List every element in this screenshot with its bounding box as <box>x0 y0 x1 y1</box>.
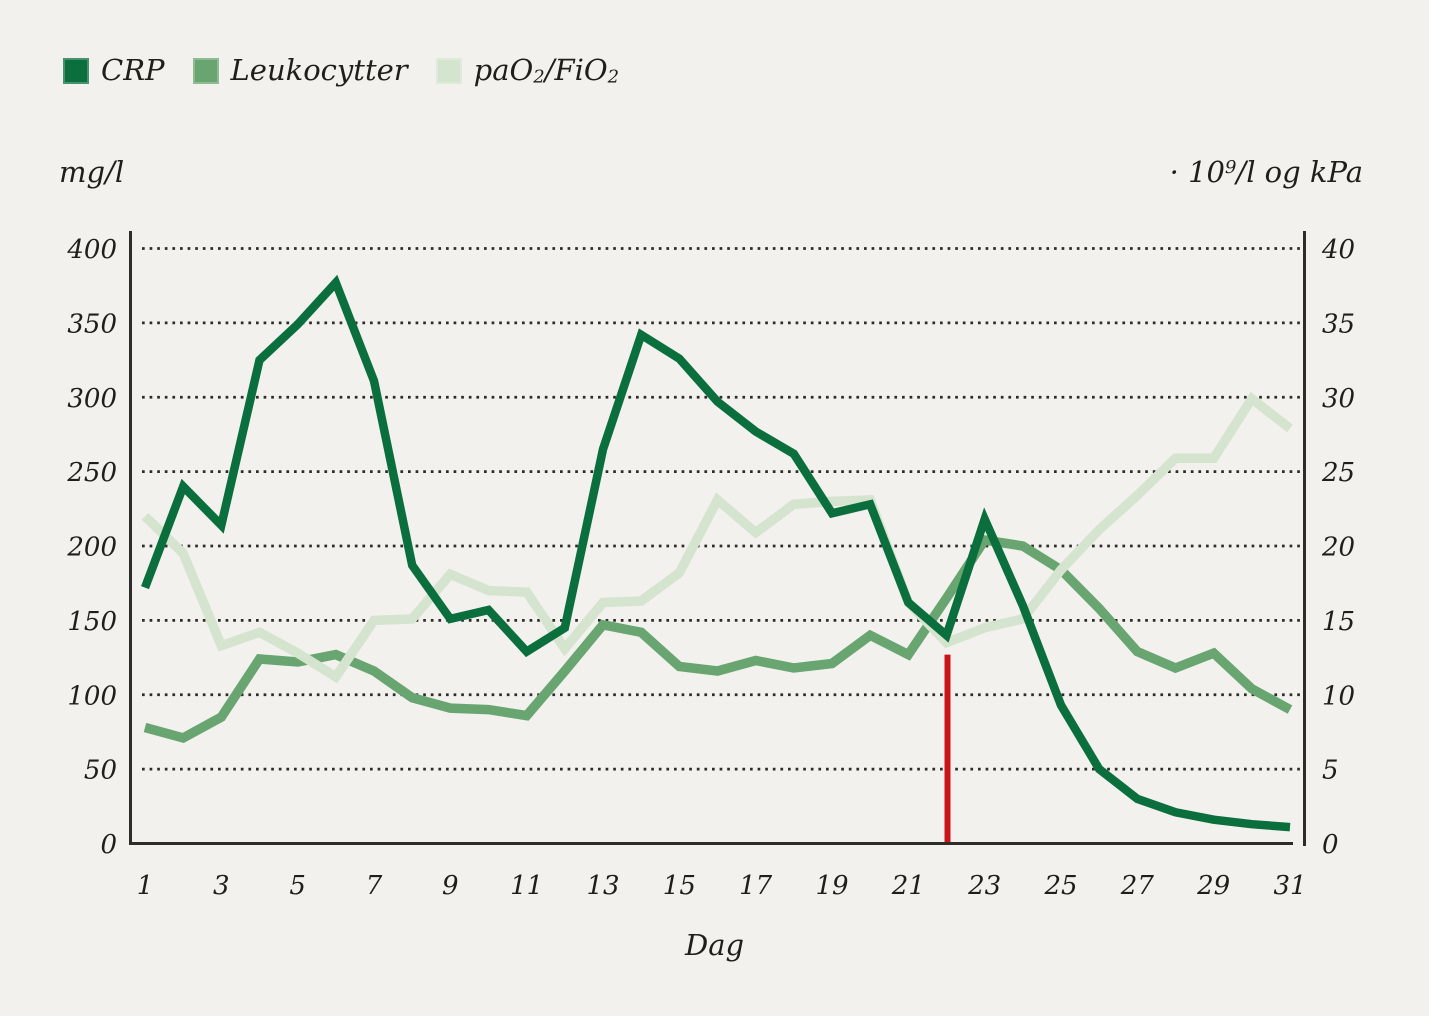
pao2fio2-swatch-icon <box>435 57 462 84</box>
axes <box>129 231 1306 846</box>
leukocytter-swatch-icon <box>192 57 219 84</box>
left-tick-50: 50 <box>84 756 117 786</box>
x-tick-25: 25 <box>1043 871 1077 901</box>
legend-label-leukocytter: Leukocytter <box>230 53 408 87</box>
series-lines <box>141 274 1293 832</box>
right-tick-30: 30 <box>1322 384 1355 414</box>
right-tick-35: 35 <box>1322 309 1355 339</box>
right-tick-15: 15 <box>1322 607 1355 637</box>
paofio-line <box>141 391 1293 684</box>
x-tick-5: 5 <box>289 871 306 901</box>
left-tick-200: 200 <box>66 533 117 563</box>
x-tick-17: 17 <box>739 871 773 901</box>
legend-label-crp: CRP <box>101 53 165 87</box>
left-axis-title: mg/l <box>59 155 125 189</box>
legend: CRP Leukocytter paO2/FiO2 <box>63 53 620 88</box>
left-tick-250: 250 <box>66 458 117 488</box>
x-tick-27: 27 <box>1120 871 1155 901</box>
right-tick-25: 25 <box>1321 458 1355 488</box>
x-tick-11: 11 <box>510 871 543 901</box>
legend-item-crp: CRP <box>63 56 165 85</box>
x-tick-7: 7 <box>366 871 383 901</box>
left-tick-400: 400 <box>66 235 117 265</box>
legend-item-pao2fio2: paO2/FiO2 <box>435 53 620 88</box>
x-tick-9: 9 <box>442 871 459 901</box>
left-tick-150: 150 <box>67 607 117 637</box>
x-tick-19: 19 <box>815 871 848 901</box>
leukocytter-line <box>143 534 1293 743</box>
right-tick-5: 5 <box>1322 756 1339 786</box>
x-tick-1: 1 <box>137 871 154 901</box>
x-tick-23: 23 <box>967 871 1001 901</box>
x-tick-13: 13 <box>586 871 619 901</box>
x-axis-caption: Dag <box>684 928 745 962</box>
left-tick-300: 300 <box>67 384 117 414</box>
x-tick-15: 15 <box>663 871 696 901</box>
legend-item-leukocytter: Leukocytter <box>192 53 408 87</box>
x-tick-31: 31 <box>1273 871 1306 901</box>
left-tick-100: 100 <box>67 681 117 711</box>
left-tick-0: 0 <box>100 830 117 860</box>
left-tick-350: 350 <box>67 309 117 339</box>
tick-labels: 4003503002502001501005004035302520151050… <box>66 235 1355 901</box>
right-tick-20: 20 <box>1321 533 1355 563</box>
crp-swatch-icon <box>63 57 89 84</box>
x-tick-29: 29 <box>1196 871 1230 901</box>
x-tick-3: 3 <box>213 871 230 901</box>
right-tick-40: 40 <box>1321 235 1355 265</box>
x-tick-21: 21 <box>891 871 925 901</box>
right-tick-0: 0 <box>1322 830 1339 860</box>
right-tick-10: 10 <box>1322 681 1355 711</box>
right-axis-title: · 109/l og kPa <box>1169 155 1363 189</box>
legend-label-pao2fio2: paO2/FiO2 <box>473 53 620 88</box>
gridlines <box>142 247 1300 771</box>
crp-line <box>141 274 1291 832</box>
